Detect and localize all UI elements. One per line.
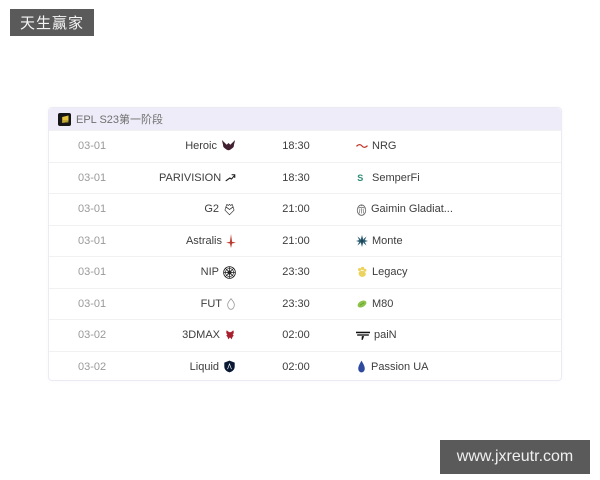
svg-text:S: S — [357, 173, 363, 183]
